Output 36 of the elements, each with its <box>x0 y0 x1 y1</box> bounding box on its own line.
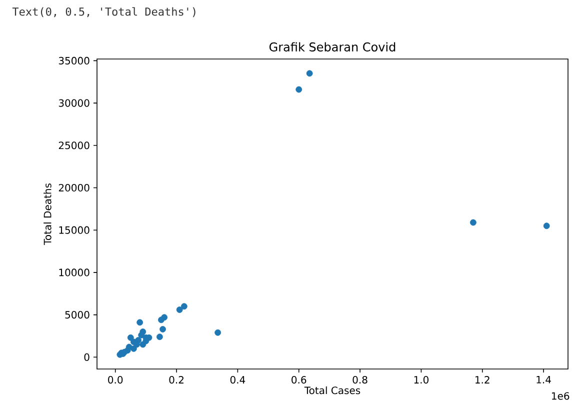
y-tick-label: 20000 <box>58 184 90 192</box>
point <box>180 303 188 310</box>
point <box>130 338 137 346</box>
point <box>158 316 164 324</box>
point <box>176 306 183 313</box>
point <box>160 326 166 332</box>
y-axis-title: Total Deaths <box>44 184 52 246</box>
x-tick-label: 0.8 <box>352 376 368 384</box>
y-tick-label: 35000 <box>58 56 90 64</box>
point <box>306 70 313 77</box>
y-tick-label: 25000 <box>58 142 90 150</box>
point <box>470 219 476 226</box>
point <box>156 334 163 340</box>
x-tick-label: 0.6 <box>292 376 306 384</box>
x-axis-title: Total Cases <box>304 386 360 394</box>
x-tick-label: 0.0 <box>108 376 123 384</box>
point <box>136 319 144 326</box>
y-tick-label: 5000 <box>65 311 90 319</box>
x-tick-label: 0.4 <box>230 376 246 384</box>
x-tick-label: 1.2 <box>476 376 490 384</box>
x-tick-label: 1.0 <box>414 376 428 384</box>
y-tick-label: 10000 <box>59 268 90 276</box>
y-tick-label: 0 <box>84 353 90 361</box>
point <box>543 222 550 230</box>
point <box>127 334 134 341</box>
text: Text(0, 0.5, 'Total Deaths') <box>12 7 196 18</box>
x-tick-label: 1.4 <box>536 376 551 384</box>
chart-title: Grafik Sebaran Covid <box>269 42 396 52</box>
y-tick-label: 30000 <box>58 99 90 107</box>
y-tick-label: 15000 <box>59 226 90 234</box>
x-tick-label: 0.2 <box>169 376 184 384</box>
point <box>138 332 145 338</box>
point <box>126 344 132 350</box>
text: 1e6 <box>552 392 570 400</box>
point <box>214 329 222 336</box>
point <box>296 86 302 93</box>
